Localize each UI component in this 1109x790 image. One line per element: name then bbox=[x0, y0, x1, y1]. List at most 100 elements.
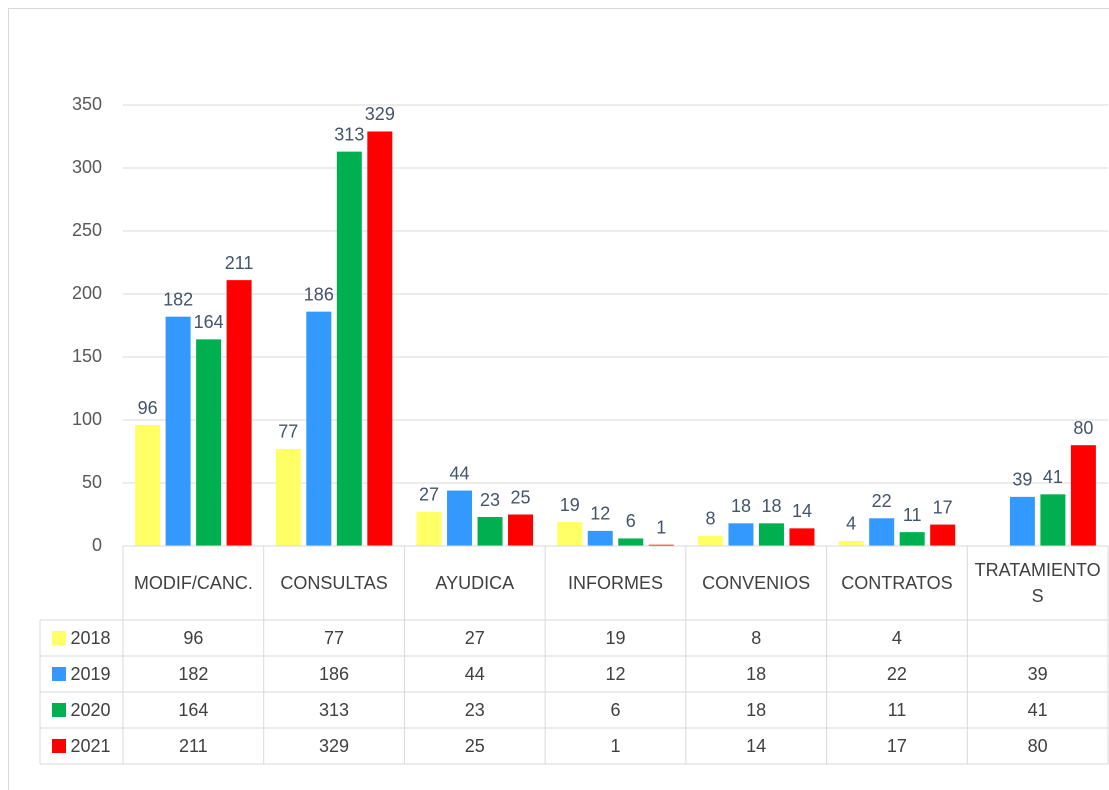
data-label: 80 bbox=[1073, 418, 1093, 438]
data-label: 182 bbox=[163, 289, 193, 309]
data-label: 27 bbox=[419, 485, 439, 505]
data-label: 329 bbox=[365, 104, 395, 124]
data-label: 41 bbox=[1043, 467, 1063, 487]
data-label: 14 bbox=[792, 501, 812, 521]
table-value: 14 bbox=[746, 736, 767, 756]
bar bbox=[838, 540, 864, 546]
table-value: 211 bbox=[179, 736, 208, 756]
data-label: 164 bbox=[194, 312, 224, 332]
bar bbox=[416, 511, 442, 546]
bar bbox=[165, 316, 191, 546]
table-value: 1 bbox=[610, 736, 621, 756]
data-label: 313 bbox=[334, 124, 364, 144]
bar bbox=[728, 523, 754, 546]
x-tick-label: TRATAMIENTOS bbox=[974, 560, 1101, 606]
table-value: 12 bbox=[605, 664, 626, 684]
bar bbox=[1070, 445, 1096, 546]
bar bbox=[930, 524, 956, 546]
data-label: 39 bbox=[1012, 470, 1032, 490]
x-tick-label: CONVENIOS bbox=[702, 573, 811, 593]
data-label: 4 bbox=[846, 514, 856, 534]
y-tick-label: 100 bbox=[72, 409, 102, 429]
legend-label: 2019 bbox=[70, 664, 111, 684]
bar bbox=[587, 530, 613, 546]
table-value: 4 bbox=[891, 628, 902, 648]
data-label: 44 bbox=[450, 463, 470, 483]
y-tick-label: 150 bbox=[72, 346, 102, 366]
bar bbox=[648, 544, 674, 546]
data-label: 96 bbox=[138, 398, 158, 418]
bar bbox=[336, 151, 362, 546]
bar bbox=[789, 528, 815, 546]
y-tick-label: 250 bbox=[72, 220, 102, 240]
bar bbox=[557, 522, 583, 546]
table-value: 41 bbox=[1027, 700, 1048, 720]
bar bbox=[508, 514, 534, 546]
data-label: 12 bbox=[590, 504, 610, 524]
x-tick-label: MODIF/CANC. bbox=[133, 573, 253, 593]
bar bbox=[1009, 496, 1035, 546]
y-tick-label: 350 bbox=[72, 94, 102, 114]
table-value: 96 bbox=[183, 628, 204, 648]
bar bbox=[226, 280, 252, 546]
table-value: 44 bbox=[464, 664, 485, 684]
table-value: 18 bbox=[746, 664, 767, 684]
legend-label: 2020 bbox=[70, 700, 111, 720]
data-label: 211 bbox=[225, 253, 254, 273]
y-tick-label: 0 bbox=[92, 535, 102, 555]
table-value: 23 bbox=[464, 700, 485, 720]
legend-label: 2018 bbox=[70, 628, 111, 648]
bar bbox=[697, 535, 723, 546]
table-value: 19 bbox=[605, 628, 626, 648]
bar bbox=[1040, 494, 1066, 546]
table-value: 27 bbox=[464, 628, 485, 648]
legend-entry: 2019 bbox=[40, 656, 123, 692]
x-tick-label: AYUDICA bbox=[435, 573, 515, 593]
chart-frame bbox=[8, 8, 1109, 790]
legend-entry: 2021 bbox=[40, 728, 123, 764]
table-value: 164 bbox=[178, 700, 209, 720]
y-tick-label: 300 bbox=[72, 157, 102, 177]
legend-swatch bbox=[52, 739, 67, 753]
data-label: 17 bbox=[933, 497, 953, 517]
bar bbox=[196, 339, 222, 546]
legend-entry: 2020 bbox=[40, 692, 123, 728]
table-value: 22 bbox=[886, 664, 907, 684]
table-value: 18 bbox=[746, 700, 767, 720]
legend-swatch bbox=[52, 631, 67, 645]
legend-swatch bbox=[52, 667, 67, 681]
legend-entry: 2018 bbox=[40, 620, 123, 656]
data-label: 23 bbox=[480, 490, 500, 510]
bar bbox=[618, 538, 644, 546]
data-label: 22 bbox=[872, 491, 892, 511]
data-label: 18 bbox=[731, 496, 751, 516]
table-value bbox=[967, 620, 1108, 656]
bar bbox=[899, 532, 925, 546]
y-tick-label: 200 bbox=[72, 283, 102, 303]
x-tick-label: CONSULTAS bbox=[280, 573, 388, 593]
bar bbox=[447, 490, 473, 546]
bar bbox=[135, 425, 161, 546]
bar bbox=[275, 448, 301, 546]
data-label: 11 bbox=[903, 505, 922, 525]
table-value: 8 bbox=[751, 628, 762, 648]
legend-label: 2021 bbox=[70, 736, 111, 756]
bar bbox=[306, 311, 332, 546]
bar bbox=[869, 518, 895, 546]
data-label: 18 bbox=[761, 496, 781, 516]
legend-swatch bbox=[52, 703, 67, 717]
data-label: 6 bbox=[626, 511, 636, 531]
table-value: 25 bbox=[464, 736, 485, 756]
bar bbox=[758, 523, 784, 546]
data-label: 1 bbox=[656, 517, 666, 537]
table-value: 80 bbox=[1027, 736, 1048, 756]
data-label: 8 bbox=[705, 509, 715, 529]
table-value: 11 bbox=[887, 700, 907, 720]
x-tick-label: INFORMES bbox=[567, 573, 663, 593]
table-value: 313 bbox=[319, 700, 350, 720]
table-value: 17 bbox=[886, 736, 907, 756]
y-tick-label: 50 bbox=[82, 472, 102, 492]
table-value: 182 bbox=[178, 664, 209, 684]
